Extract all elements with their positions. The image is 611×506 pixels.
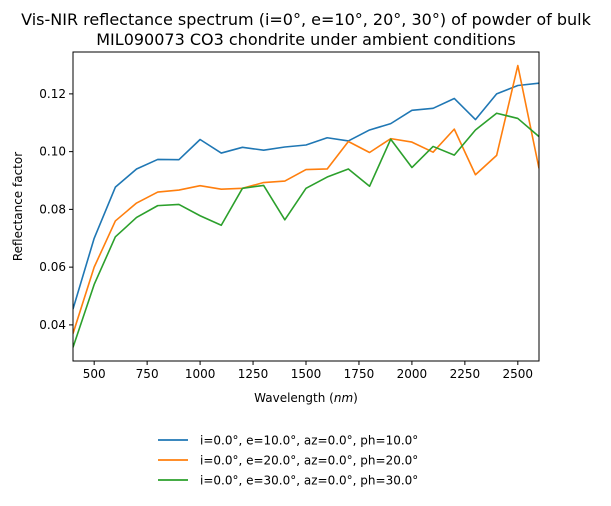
x-tick-label: 1500 [291,367,322,381]
x-axis-label-close: ) [353,391,358,405]
series-lines [73,64,539,348]
legend-label-2: i=0.0°, e=20.0°, az=0.0°, ph=20.0° [200,454,418,468]
y-axis-label: Reflectance factor [11,152,25,261]
legend-label-3: i=0.0°, e=30.0°, az=0.0°, ph=30.0° [200,474,418,488]
x-tick-label: 2250 [450,367,481,381]
chart-title-line-2: MIL090073 CO3 chondrite under ambient co… [96,30,515,49]
x-tick-label: 750 [136,367,159,381]
series-line-3 [73,112,539,348]
chart-title-line-1: Vis-NIR reflectance spectrum (i=0°, e=10… [21,10,591,29]
plot-frame [72,51,540,362]
legend: i=0.0°, e=10.0°, az=0.0°, ph=10.0° i=0.0°… [158,434,418,488]
y-tick-label: 0.10 [39,145,66,159]
y-tick-label: 0.12 [39,87,66,101]
series-line-2 [73,64,539,334]
y-axis-ticks: 0.04 0.06 0.08 0.10 0.12 [39,87,73,332]
x-tick-label: 2500 [503,367,534,381]
x-tick-label: 2000 [397,367,428,381]
x-axis-ticks: 500 750 1000 1250 1500 1750 2000 2250 2500 [83,361,533,381]
y-tick-label: 0.04 [39,318,66,332]
x-axis-label-main: Wavelength ( [254,391,334,405]
x-tick-label: 1750 [344,367,375,381]
legend-label-1: i=0.0°, e=10.0°, az=0.0°, ph=10.0° [200,434,418,448]
y-tick-label: 0.06 [39,260,66,274]
y-tick-label: 0.08 [39,202,66,216]
series-line-1 [73,82,539,310]
x-axis-label-unit: nm [334,391,353,405]
x-tick-label: 1000 [185,367,216,381]
x-axis-label: Wavelength (nm) [254,391,358,405]
x-tick-label: 500 [83,367,106,381]
x-tick-label: 1250 [238,367,269,381]
